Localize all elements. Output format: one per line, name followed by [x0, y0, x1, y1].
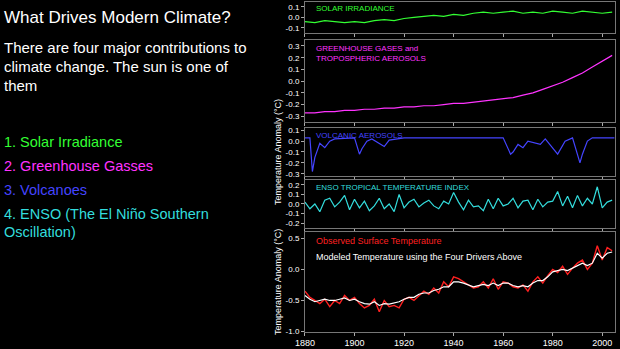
svg-text:Modeled Temperature using the: Modeled Temperature using the Four Drive…: [316, 252, 522, 262]
svg-text:-0.2: -0.2: [286, 100, 300, 109]
svg-text:-1.0: -1.0: [286, 327, 300, 336]
svg-text:1880: 1880: [295, 338, 315, 348]
svg-text:0.1: 0.1: [288, 190, 300, 199]
svg-text:-0.5: -0.5: [286, 296, 300, 305]
svg-text:-0.1: -0.1: [286, 24, 300, 33]
svg-text:-0.3: -0.3: [286, 112, 300, 121]
svg-text:Observed Surface Temperature: Observed Surface Temperature: [316, 236, 441, 246]
html-text:3. Volcanoes: 3. Volcanoes: [4, 182, 87, 198]
svg-text:1920: 1920: [394, 338, 414, 348]
svg-text:1940: 1940: [444, 338, 464, 348]
svg-text:1960: 1960: [493, 338, 513, 348]
svg-text:0.0: 0.0: [288, 13, 300, 22]
svg-text:-0.1: -0.1: [286, 209, 300, 218]
svg-text:-0.2: -0.2: [286, 219, 300, 228]
svg-text:VOLCANIC AEROSOLS: VOLCANIC AEROSOLS: [316, 131, 403, 140]
svg-text:0.5: 0.5: [288, 234, 300, 243]
svg-text:0.2: 0.2: [288, 181, 300, 190]
svg-text:0.0: 0.0: [288, 77, 300, 86]
svg-text:ENSO TROPICAL TEMPERATURE INDE: ENSO TROPICAL TEMPERATURE INDEX: [316, 183, 470, 192]
svg-text:0.2: 0.2: [288, 54, 300, 63]
svg-text:0.1: 0.1: [288, 65, 300, 74]
html-text:1. Solar Irradiance: 1. Solar Irradiance: [4, 134, 123, 150]
html-text:2. Greenhouse Gasses: 2. Greenhouse Gasses: [4, 158, 154, 174]
svg-text:0.0: 0.0: [288, 265, 300, 274]
svg-text:-0.1: -0.1: [286, 89, 300, 98]
svg-text:Temperature Anomaly (°C): Temperature Anomaly (°C): [273, 99, 283, 205]
svg-text:-0.1: -0.1: [286, 148, 300, 157]
svg-text:SOLAR IRRADIANCE: SOLAR IRRADIANCE: [316, 4, 395, 13]
svg-text:-0.3: -0.3: [286, 170, 300, 179]
html-text:What Drives Modern Climate?: What Drives Modern Climate?: [4, 8, 231, 27]
html-text:4. ENSO (The El Niño Southern: 4. ENSO (The El Niño Southern Oscillatio…: [4, 206, 209, 240]
svg-text:1980: 1980: [543, 338, 563, 348]
svg-text:1900: 1900: [344, 338, 364, 348]
svg-text:0.0: 0.0: [288, 137, 300, 146]
svg-text:Temperature Anomaly (°C): Temperature Anomaly (°C): [273, 229, 283, 335]
svg-text:0.0: 0.0: [288, 200, 300, 209]
svg-text:0.1: 0.1: [288, 126, 300, 135]
svg-text:0.1: 0.1: [288, 3, 300, 12]
svg-text:-0.2: -0.2: [286, 159, 300, 168]
svg-text:GREENHOUSE GASES andTROPOSPHER: GREENHOUSE GASES andTROPOSPHERIC AEROSOL…: [316, 44, 426, 63]
svg-text:2000: 2000: [592, 338, 612, 348]
svg-text:0.3: 0.3: [288, 42, 300, 51]
html-text:There are four major contribut: There are four major contributions to cl…: [4, 39, 247, 94]
